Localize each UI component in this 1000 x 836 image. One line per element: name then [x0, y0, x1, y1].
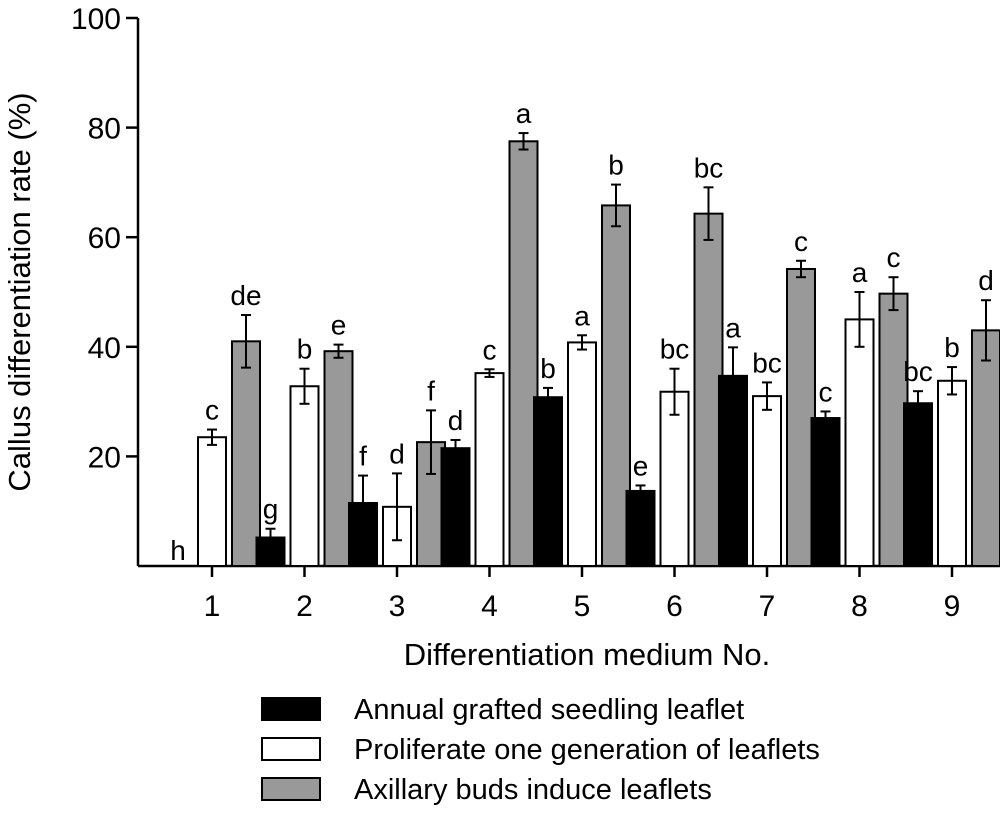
significance-label: bc — [752, 347, 782, 378]
bar — [786, 267, 816, 567]
significance-label: de — [230, 280, 261, 311]
bar — [197, 436, 227, 567]
legend: Annual grafted seedling leaflet Prolifera… — [261, 694, 820, 806]
bar — [844, 318, 875, 567]
bar — [718, 374, 748, 567]
legend-label: Axillary buds induce leaflets — [354, 774, 712, 806]
significance-label: c — [205, 395, 219, 426]
significance-label: d — [448, 405, 464, 436]
significance-label: b — [944, 332, 960, 363]
significance-label: g — [263, 494, 279, 525]
significance-label: a — [725, 312, 741, 343]
bars — [197, 140, 1000, 568]
x-tick-label: 1 — [204, 590, 221, 623]
x-tick-label: 6 — [666, 590, 683, 623]
legend-swatch — [261, 697, 321, 721]
bar — [659, 390, 690, 567]
bar — [533, 396, 563, 567]
bar — [937, 379, 967, 567]
bar — [508, 140, 539, 568]
significance-label: a — [852, 257, 868, 288]
y-tick-label: 60 — [88, 222, 121, 255]
bar — [289, 385, 320, 568]
significance-label: c — [887, 242, 901, 273]
significance-label: c — [483, 334, 497, 365]
x-tick-label: 3 — [389, 590, 406, 623]
bar — [971, 329, 1000, 567]
bar — [231, 340, 261, 567]
significance-label: h — [170, 535, 186, 566]
bar — [810, 417, 841, 568]
x-tick-label: 7 — [759, 590, 776, 623]
legend-label: Proliferate one generation of leaflets — [354, 734, 820, 766]
legend-swatch — [261, 777, 321, 801]
significance-label: bc — [660, 334, 690, 365]
significance-label: b — [297, 334, 313, 365]
significance-label: b — [540, 353, 556, 384]
y-tick-label: 20 — [88, 441, 121, 474]
y-axis-title: Callus differentiation rate (%) — [2, 92, 37, 491]
x-tick-label: 9 — [944, 590, 961, 623]
significance-label: e — [633, 450, 649, 481]
significance-label: f — [427, 375, 435, 406]
significance-label: a — [574, 300, 590, 331]
significance-label: bc — [903, 356, 933, 387]
bar — [474, 372, 505, 567]
y-tick-label: 80 — [88, 113, 121, 146]
significance-label: b — [608, 150, 624, 181]
error-bars — [207, 132, 991, 548]
bar — [625, 489, 656, 568]
bar — [348, 501, 378, 568]
legend-label: Annual grafted seedling leaflet — [354, 694, 744, 726]
x-tick-label: 4 — [481, 590, 498, 623]
y-ticks: 20 40 60 80 100 — [71, 3, 138, 474]
significance-label: e — [331, 310, 347, 341]
legend-swatch — [261, 737, 321, 761]
significance-label: a — [516, 98, 532, 129]
bar — [440, 447, 471, 567]
y-tick-label: 40 — [88, 332, 121, 365]
bar — [693, 212, 724, 568]
x-ticks: 1 2 3 4 5 6 7 8 9 — [204, 566, 961, 623]
x-axis-title: Differentiation medium No. — [404, 637, 770, 672]
bar — [255, 536, 286, 568]
y-tick-label: 100 — [71, 3, 121, 36]
significance-label: d — [389, 438, 405, 469]
significance-label: bc — [694, 152, 724, 183]
significance-label: c — [819, 376, 833, 407]
bar — [752, 395, 782, 567]
significance-label: f — [359, 441, 367, 472]
significance-label: c — [794, 226, 808, 257]
bar — [567, 341, 597, 567]
x-tick-label: 8 — [851, 590, 868, 623]
bar — [903, 402, 933, 567]
x-tick-label: 2 — [296, 590, 313, 623]
x-tick-label: 5 — [574, 590, 591, 623]
significance-label: d — [978, 265, 994, 296]
